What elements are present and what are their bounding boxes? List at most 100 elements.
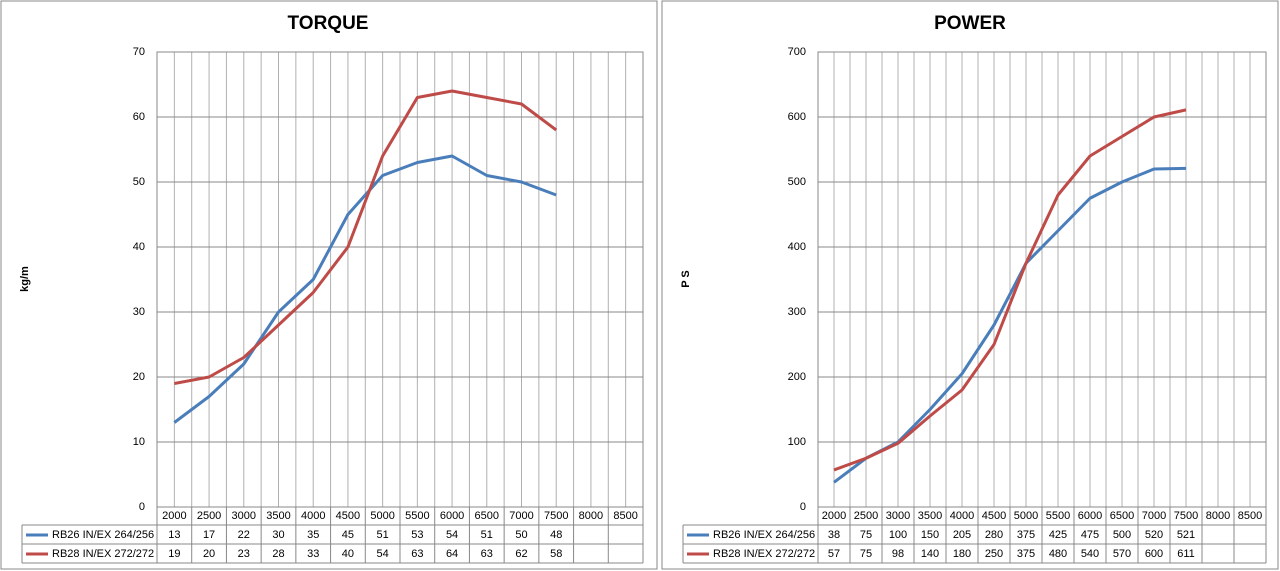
table-value: 98: [892, 548, 904, 560]
table-value: 13: [168, 529, 180, 541]
table-value: 100: [889, 529, 907, 541]
x-tick-label: 2500: [197, 510, 221, 522]
y-tick-label: 10: [133, 436, 145, 448]
x-tick-label: 5500: [1046, 510, 1070, 522]
y-tick-label: 200: [788, 371, 806, 383]
y-tick-label: 700: [788, 46, 806, 58]
x-tick-label: 6000: [1078, 510, 1102, 522]
x-tick-label: 3000: [232, 510, 256, 522]
table-value: 63: [411, 548, 423, 560]
legend-label: RB26 IN/EX 264/256: [713, 529, 815, 541]
legend-label: RB28 IN/EX 272/272: [52, 548, 154, 560]
x-tick-label: 5000: [1014, 510, 1038, 522]
table-value: 475: [1081, 529, 1099, 541]
table-value: 22: [238, 529, 250, 541]
x-tick-label: 2500: [854, 510, 878, 522]
x-tick-label: 7000: [509, 510, 533, 522]
x-tick-label: 2000: [162, 510, 186, 522]
y-tick-label: 40: [133, 241, 145, 253]
x-tick-label: 7000: [1142, 510, 1166, 522]
table-value: 480: [1049, 548, 1067, 560]
y-tick-label: 0: [800, 501, 806, 513]
table-value: 23: [238, 548, 250, 560]
panel: [0, 0, 658, 570]
x-tick-label: 8500: [613, 510, 637, 522]
table-value: 425: [1049, 529, 1067, 541]
x-tick-label: 3500: [918, 510, 942, 522]
x-tick-label: 6500: [1110, 510, 1134, 522]
legend-label: RB28 IN/EX 272/272: [713, 548, 815, 560]
table-value: 19: [168, 548, 180, 560]
table-value: 45: [342, 529, 354, 541]
table-value: 30: [272, 529, 284, 541]
x-tick-label: 8000: [579, 510, 603, 522]
table-value: 600: [1145, 548, 1163, 560]
table-value: 250: [985, 548, 1003, 560]
table-value: 180: [953, 548, 971, 560]
table-value: 150: [921, 529, 939, 541]
table-value: 48: [550, 529, 562, 541]
x-tick-label: 6500: [475, 510, 499, 522]
table-value: 20: [203, 548, 215, 560]
table-value: 17: [203, 529, 215, 541]
table-value: 28: [272, 548, 284, 560]
table-value: 63: [481, 548, 493, 560]
y-tick-label: 100: [788, 436, 806, 448]
table-value: 64: [446, 548, 458, 560]
series-line: [174, 89, 558, 385]
table-value: 280: [985, 529, 1003, 541]
table-value: 58: [550, 548, 562, 560]
table-value: 54: [377, 548, 389, 560]
legend-label: RB26 IN/EX 264/256: [52, 529, 154, 541]
x-tick-label: 2000: [822, 510, 846, 522]
y-tick-label: 20: [133, 371, 145, 383]
y-tick-label: 50: [133, 176, 145, 188]
table-value: 521: [1177, 529, 1195, 541]
y-tick-label: 60: [133, 111, 145, 123]
table-value: 520: [1145, 529, 1163, 541]
x-tick-label: 8500: [1238, 510, 1262, 522]
y-tick-label: 30: [133, 306, 145, 318]
x-tick-label: 3500: [266, 510, 290, 522]
table-value: 140: [921, 548, 939, 560]
y-tick-label: 0: [139, 501, 145, 513]
table-value: 35: [307, 529, 319, 541]
y-tick-label: 70: [133, 46, 145, 58]
table-value: 375: [1017, 548, 1035, 560]
y-tick-label: 500: [788, 176, 806, 188]
x-tick-label: 7500: [1174, 510, 1198, 522]
table-value: 51: [481, 529, 493, 541]
x-tick-label: 7500: [544, 510, 568, 522]
series-line: [833, 108, 1187, 472]
x-tick-label: 5500: [405, 510, 429, 522]
series-line: [173, 154, 557, 424]
chart-title: TORQUE: [288, 13, 369, 34]
x-tick-label: 4500: [336, 510, 360, 522]
table-value: 500: [1113, 529, 1131, 541]
table-value: 75: [860, 529, 872, 541]
x-tick-label: 4000: [301, 510, 325, 522]
panel: [661, 0, 1279, 570]
chart-title: POWER: [934, 13, 1006, 34]
table-value: 50: [515, 529, 527, 541]
table-value: 51: [377, 529, 389, 541]
table-value: 75: [860, 548, 872, 560]
table-value: 57: [828, 548, 840, 560]
x-tick-label: 6000: [440, 510, 464, 522]
y-tick-label: 400: [788, 241, 806, 253]
table-value: 53: [411, 529, 423, 541]
y-tick-label: 600: [788, 111, 806, 123]
x-tick-label: 4000: [950, 510, 974, 522]
x-tick-label: 3000: [886, 510, 910, 522]
table-value: 40: [342, 548, 354, 560]
table-value: 540: [1081, 548, 1099, 560]
table-value: 205: [953, 529, 971, 541]
table-value: 375: [1017, 529, 1035, 541]
table-value: 33: [307, 548, 319, 560]
table-value: 38: [828, 529, 840, 541]
table-value: 611: [1177, 548, 1195, 560]
y-axis-label: P S: [680, 270, 692, 288]
table-value: 62: [515, 548, 527, 560]
